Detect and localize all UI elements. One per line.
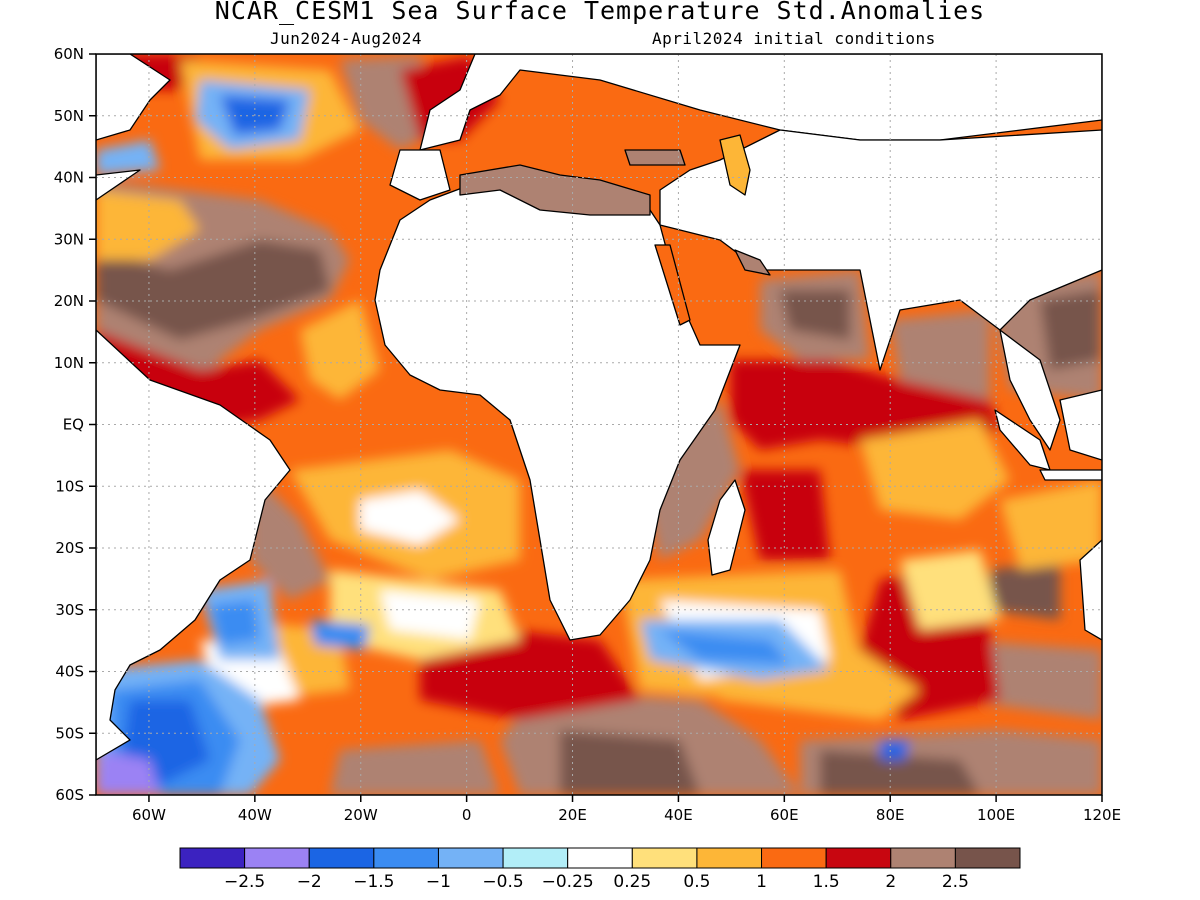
lon-tick-label: 40E	[664, 806, 693, 824]
colorbar-swatch	[890, 847, 956, 869]
colorbar-label: 0.5	[683, 872, 710, 892]
lat-tick-label: 10N	[54, 354, 84, 372]
colorbar-swatch	[308, 847, 375, 869]
colorbar-label: 0.25	[613, 872, 651, 892]
lon-tick-label: 100E	[977, 806, 1015, 824]
colorbar-label: −0.25	[542, 872, 594, 892]
colorbar-swatch	[567, 847, 633, 869]
lat-tick-label: 30N	[54, 230, 84, 248]
colorbar-swatch	[244, 847, 310, 869]
lat-tick-label: 50N	[54, 107, 84, 125]
colorbar-label: 2.5	[942, 872, 969, 892]
lat-tick-label: 30S	[55, 601, 84, 619]
colorbar-swatch	[502, 847, 569, 869]
colorbar-swatch	[437, 847, 504, 869]
lat-tick-label: 60S	[55, 786, 84, 804]
lat-tick-label: 40S	[55, 663, 84, 681]
colorbar-swatch	[825, 847, 892, 869]
colorbar-label: −2.5	[224, 872, 265, 892]
lon-tick-label: 0	[462, 806, 472, 824]
lon-tick-label: 40W	[238, 806, 272, 824]
lat-tick-label: EQ	[63, 416, 84, 434]
colorbar-label: −1.5	[353, 872, 394, 892]
lon-tick-label: 80E	[876, 806, 905, 824]
land	[96, 54, 1102, 761]
colorbar-label: 2	[885, 872, 896, 892]
map-title: NCAR_CESM1 Sea Surface Temperature Std.A…	[214, 0, 986, 25]
lon-tick-label: 20E	[558, 806, 587, 824]
colorbar-swatch	[179, 847, 246, 869]
colorbar-swatch	[954, 847, 1021, 869]
anomaly-field	[96, 54, 1102, 795]
lon-tick-label: 120E	[1083, 806, 1121, 824]
colorbar-label: 1	[756, 872, 767, 892]
lat-tick-label: 40N	[54, 169, 84, 187]
colorbar-label: −1	[426, 872, 451, 892]
lat-tick-label: 50S	[55, 724, 84, 742]
colorbar-swatch	[631, 847, 698, 869]
colorbar-swatch	[373, 847, 439, 869]
lon-tick-label: 60W	[132, 806, 166, 824]
colorbar-label: 1.5	[813, 872, 840, 892]
latitude-axis: 60N 50N 40N 30N 20N 10N EQ 10S 20S 30S 40S 50S 60S	[54, 45, 96, 804]
forecast-period: Jun2024-Aug2024	[270, 29, 422, 48]
longitude-axis: 60W 40W 20W 0 20E 40E 60E 80E 100E 120E	[132, 795, 1121, 824]
lat-tick-label: 10S	[55, 477, 84, 495]
colorbar: −2.5 −2 −1.5 −1 −0.5 −0.25 0.25 0.5 1 1.5 2 2.5	[179, 847, 1021, 892]
lat-tick-label: 60N	[54, 45, 84, 63]
colorbar-label: −2	[297, 872, 322, 892]
lat-tick-label: 20N	[54, 292, 84, 310]
colorbar-swatch	[761, 847, 827, 869]
lat-tick-label: 20S	[55, 539, 84, 557]
lon-tick-label: 60E	[770, 806, 799, 824]
colorbar-label: −0.5	[482, 872, 523, 892]
lon-tick-label: 20W	[344, 806, 378, 824]
colorbar-swatch	[696, 847, 763, 869]
initial-conditions: April2024 initial conditions	[652, 29, 936, 48]
